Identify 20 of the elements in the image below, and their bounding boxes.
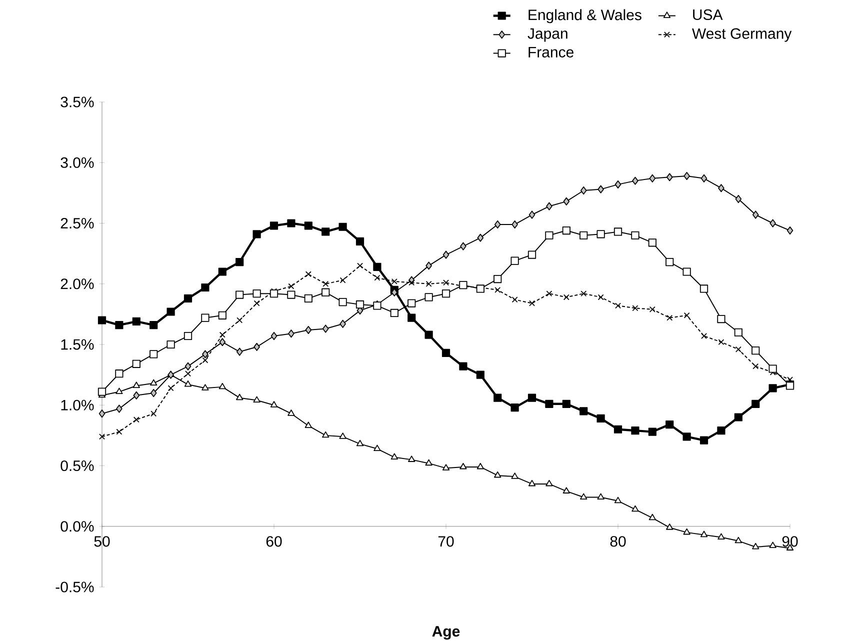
legend-label: USA [693, 9, 723, 20]
y-tick-label: 3.0% [60, 157, 94, 168]
y-tick-label: 1.0% [61, 400, 94, 410]
x-axis-title: Age [432, 626, 460, 640]
y-tick-label: 2.0% [60, 278, 94, 290]
legend-label: West Germany [692, 28, 792, 42]
y-tick-label: 0.5% [60, 460, 94, 472]
legend-label: France [528, 47, 574, 58]
x-tick-label: 90 [782, 536, 798, 547]
x-tick-label: 50 [94, 536, 110, 547]
y-tick-label: -0.5% [56, 582, 94, 592]
y-tick-label: 1.5% [61, 339, 94, 350]
legend-label: Japan [528, 28, 568, 42]
y-tick-label: 2.5% [60, 218, 94, 229]
y-tick-label: 0.0% [60, 521, 94, 532]
x-tick-label: 80 [610, 536, 626, 547]
y-tick-label: 3.5% [60, 96, 94, 108]
x-tick-label: 60 [266, 536, 282, 547]
legend-label: England & Wales [528, 9, 642, 24]
x-tick-label: 70 [438, 536, 454, 547]
